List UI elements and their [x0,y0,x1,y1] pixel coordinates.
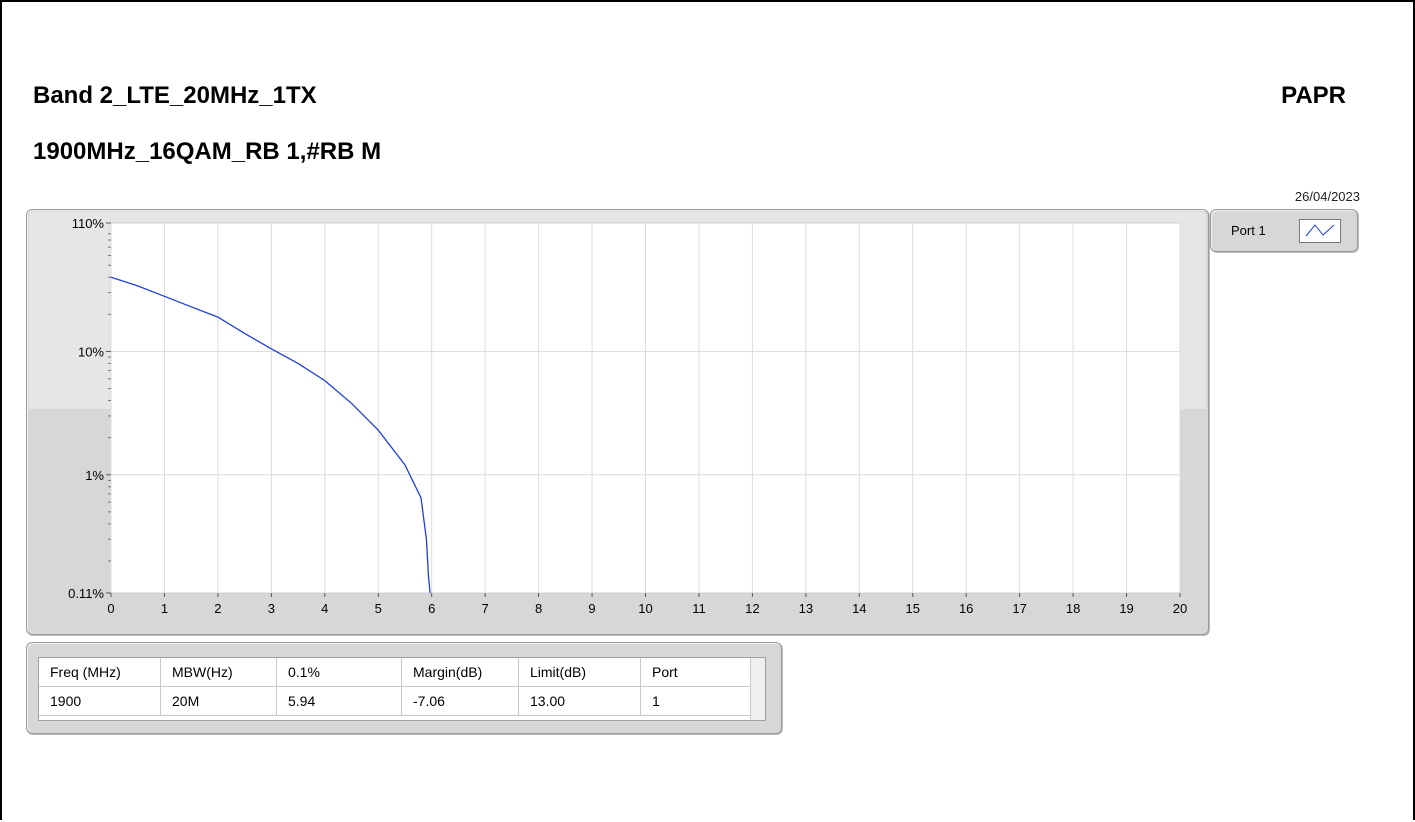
x-tick-label: 14 [852,601,866,616]
x-tick-label: 12 [745,601,759,616]
papr-chart: 0 1 2 3 4 5 6 7 8 9 10 11 12 13 14 15 16 17 18 19 20110%10%1… [68,216,1187,616]
legend-label: Port 1 [1231,223,1266,238]
legend-line-icon[interactable] [1299,219,1341,243]
x-tick-label: 1 [161,601,168,616]
x-tick-label: 6 [428,601,435,616]
x-tick-label: 15 [906,601,920,616]
table-header-cell: Margin(dB) [401,658,519,687]
table-row: 1900 20M 5.94 -7.06 13.00 1 [39,686,760,716]
table-cell: 20M [160,686,277,716]
table-header-cell: 0.1% [276,658,402,687]
table-cell: 1 [640,686,760,716]
y-tick-label: 10% [78,344,104,359]
x-tick-label: 0 [107,601,114,616]
x-tick-label: 18 [1066,601,1080,616]
x-tick-label: 20 [1173,601,1187,616]
x-tick-label: 2 [214,601,221,616]
page-subtitle: 1900MHz_16QAM_RB 1,#RB M [33,138,382,165]
x-tick-label: 7 [482,601,489,616]
x-tick-label: 9 [588,601,595,616]
x-tick-label: 10 [638,601,652,616]
y-tick-label: 110% [72,216,105,231]
table-header-row: Freq (MHz) MBW(Hz) 0.1% Margin(dB) Limit… [39,658,760,687]
x-tick-label: 5 [375,601,382,616]
x-tick-label: 16 [959,601,973,616]
y-tick-label: 0.11% [68,586,104,601]
table-cell: 1900 [39,686,161,716]
x-tick-label: 8 [535,601,542,616]
y-tick-label: 1% [85,468,104,483]
results-table-panel: Freq (MHz) MBW(Hz) 0.1% Margin(dB) Limit… [26,642,782,734]
table-header-cell: MBW(Hz) [160,658,277,687]
x-tick-label: 19 [1119,601,1133,616]
table-scrollbar[interactable] [750,658,765,720]
plot-legend[interactable]: Port 1 [1210,209,1358,252]
table-cell: -7.06 [401,686,519,716]
page-title: Band 2_LTE_20MHz_1TX [33,82,317,109]
x-tick-label: 17 [1012,601,1026,616]
chart-panel: 0 1 2 3 4 5 6 7 8 9 10 11 12 13 14 15 16 17 18 19 20 110% 10% 1… [26,209,1209,635]
table-cell: 13.00 [518,686,641,716]
report-date: 26/04/2023 [1294,189,1360,204]
x-tick-label: 13 [799,601,813,616]
table-header-cell: Port [640,658,760,687]
measurement-title: PAPR [1281,82,1346,109]
table-header-cell: Freq (MHz) [39,658,161,687]
table-cell: 5.94 [276,686,402,716]
results-table: Freq (MHz) MBW(Hz) 0.1% Margin(dB) Limit… [39,658,760,716]
series-line-port-1 [110,276,431,594]
x-tick-label: 3 [268,601,275,616]
x-tick-label: 11 [692,601,706,616]
results-table-viewport: Freq (MHz) MBW(Hz) 0.1% Margin(dB) Limit… [38,657,766,721]
table-header-cell: Limit(dB) [518,658,641,687]
x-tick-label: 4 [321,601,328,616]
